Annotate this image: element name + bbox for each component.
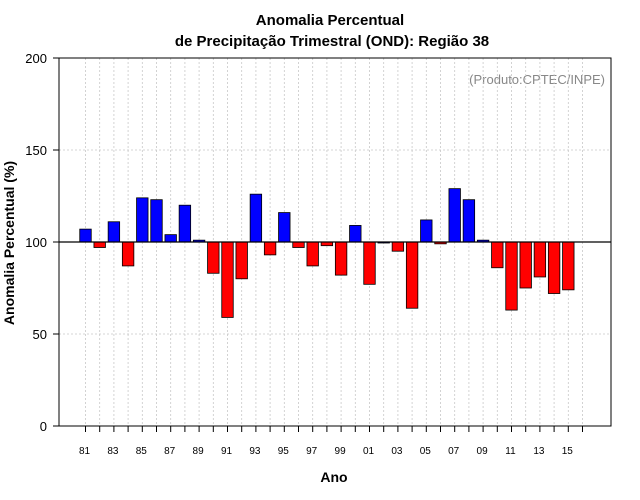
x-tick-label: 81 — [79, 446, 91, 457]
x-tick-label: 87 — [164, 446, 176, 457]
bar-1988 — [178, 204, 192, 243]
x-axis-title: Ano — [320, 469, 347, 485]
x-tick-label: 09 — [477, 446, 489, 457]
y-tick-label: 0 — [40, 419, 47, 434]
x-tick-label: 93 — [249, 446, 261, 457]
bar-2012 — [519, 241, 532, 289]
bar-1987 — [164, 234, 177, 243]
bar-1996 — [292, 241, 305, 248]
x-tick-label: 03 — [391, 446, 403, 457]
bar-2015 — [562, 241, 575, 291]
x-tick-label: 95 — [278, 446, 290, 457]
x-tick-label: 83 — [107, 446, 119, 457]
bar-2008 — [462, 199, 476, 243]
x-tick-label: 07 — [448, 446, 460, 457]
x-tick-label: 97 — [306, 446, 318, 457]
x-axis-ticks: 81 83 85 87 89 91 93 95 97 99 01 03 05 07 09 11 13 15 — [79, 426, 583, 457]
x-tick-label: 15 — [562, 446, 574, 457]
bar-1995 — [278, 212, 291, 243]
credit-label: (Produto:CPTEC/INPE) — [469, 72, 605, 87]
bar-1997 — [306, 241, 319, 267]
y-tick-label: 100 — [25, 235, 47, 250]
x-tick-label: 11 — [505, 446, 516, 457]
x-tick-label: 91 — [221, 446, 233, 457]
plot-frame — [58, 57, 612, 427]
bar-2013 — [533, 241, 547, 278]
bars-group — [79, 188, 575, 318]
chart-title-line1: Anomalia Percentual — [256, 12, 404, 29]
y-axis-ticks: 0 50 100 150 200 — [25, 51, 59, 434]
x-tick-label: 05 — [420, 446, 432, 457]
bar-1984 — [121, 241, 135, 267]
bar-1994 — [263, 241, 277, 256]
y-tick-label: 150 — [25, 143, 47, 158]
bar-1982 — [93, 241, 106, 248]
bar-2010 — [491, 241, 504, 269]
x-tick-label: 85 — [136, 446, 148, 457]
bar-1983 — [107, 221, 121, 243]
bar-2004 — [405, 241, 419, 309]
y-tick-label: 50 — [33, 327, 47, 342]
bar-1986 — [150, 199, 163, 243]
x-tick-label: 01 — [363, 446, 375, 457]
bar-2001 — [363, 241, 376, 285]
bar-2003 — [391, 241, 405, 252]
x-tick-label: 13 — [533, 446, 545, 457]
bar-1992 — [235, 241, 248, 280]
bar-1981 — [79, 228, 92, 243]
bar-1999 — [334, 241, 348, 276]
bar-2014 — [547, 241, 561, 294]
y-tick-label: 200 — [25, 51, 47, 66]
chart-title-line2: de Precipitação Trimestral (OND): Região… — [175, 33, 489, 50]
bar-1990 — [207, 241, 220, 274]
bar-1985 — [136, 197, 149, 243]
x-tick-label: 99 — [335, 446, 347, 457]
bar-1993 — [249, 193, 263, 243]
bar-2011 — [505, 241, 518, 311]
x-tick-label: 89 — [193, 446, 205, 457]
bar-1991 — [221, 241, 234, 318]
bar-2005 — [420, 219, 433, 243]
bar-2007 — [448, 188, 461, 243]
bar-2000 — [349, 225, 362, 243]
y-axis-title: Anomalia Percentual (%) — [1, 161, 17, 325]
